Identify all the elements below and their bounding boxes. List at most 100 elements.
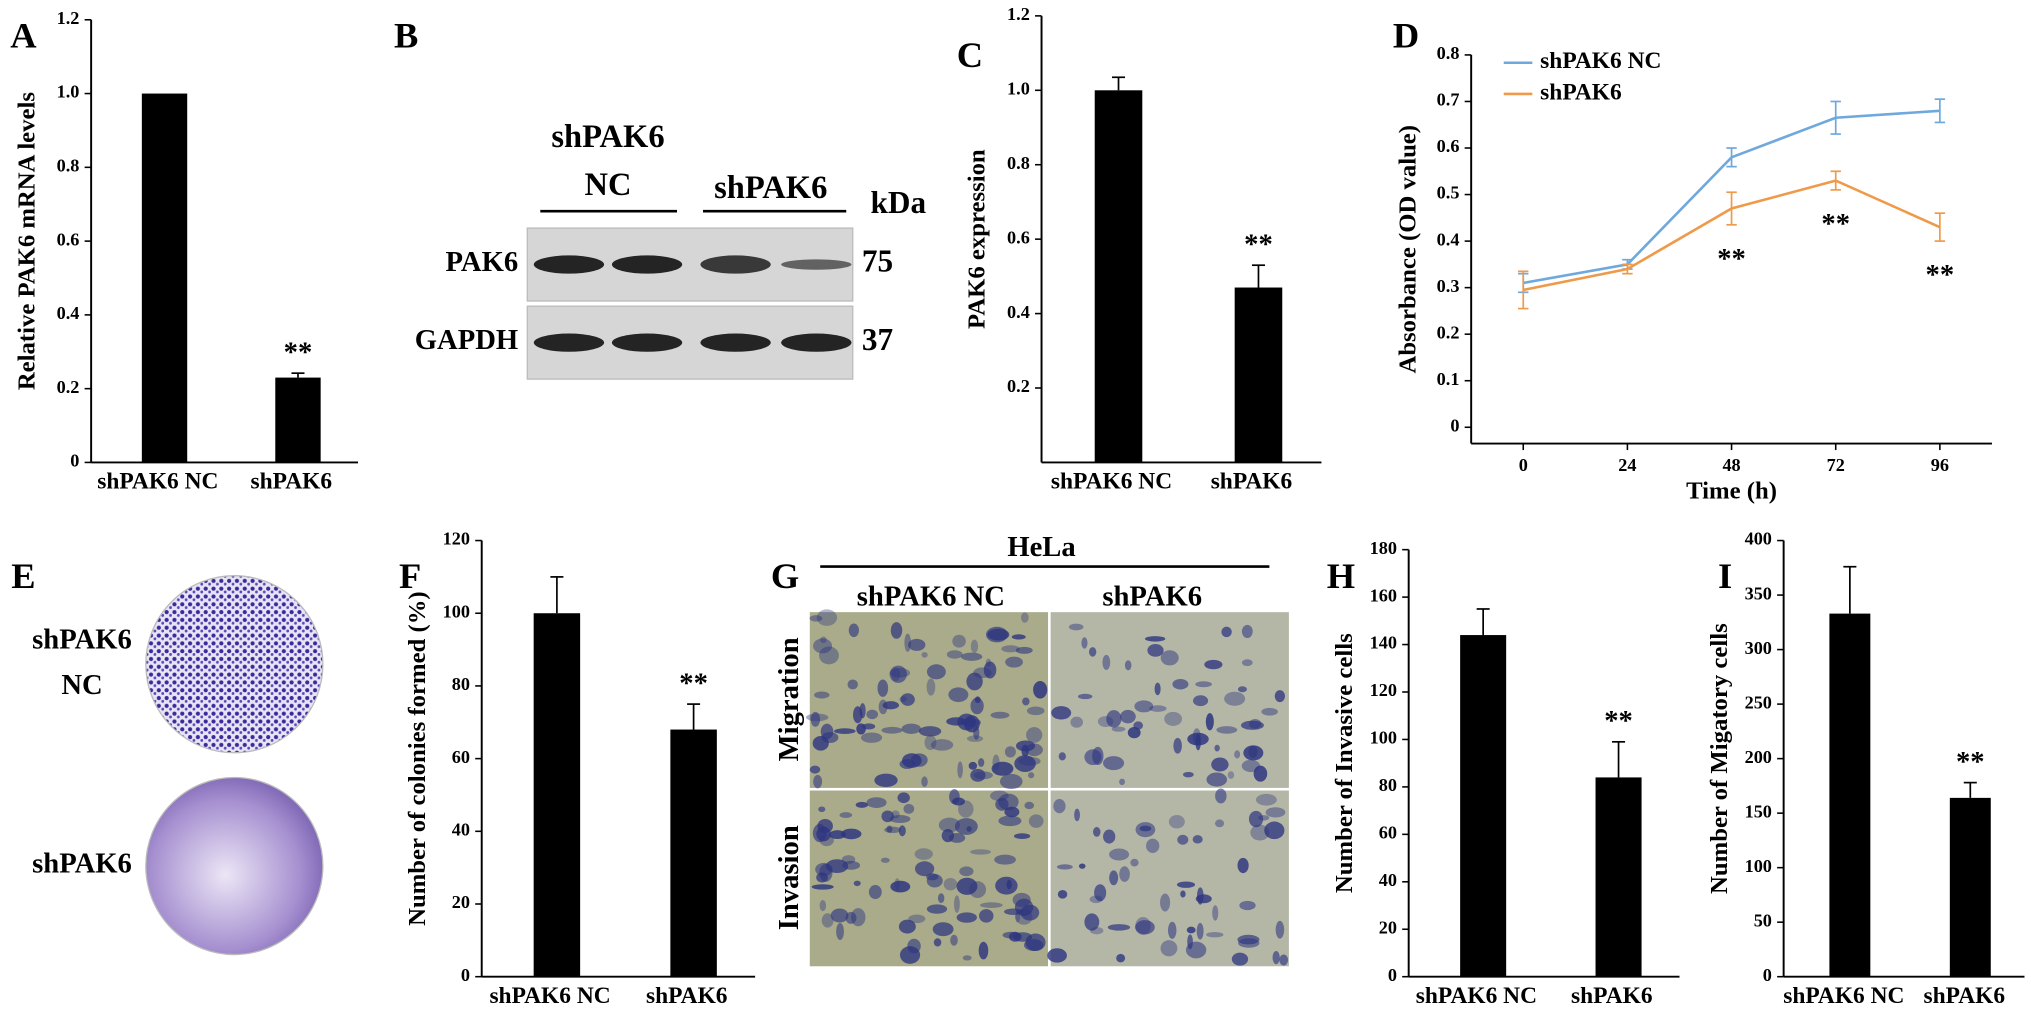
cell-stain xyxy=(1160,650,1179,666)
cell-stain xyxy=(1240,720,1264,730)
significance: ** xyxy=(679,667,708,699)
cell-stain xyxy=(983,661,997,679)
cell-stain xyxy=(820,636,827,644)
bar xyxy=(1595,777,1642,977)
cell-stain xyxy=(881,726,903,734)
cell-stain xyxy=(970,639,979,654)
cell-stain xyxy=(970,849,991,855)
y-tick-label: 150 xyxy=(1745,801,1772,821)
y-tick-label: 80 xyxy=(452,674,470,694)
cell-stain xyxy=(998,793,1019,811)
cell-stain xyxy=(1024,801,1035,810)
x-tick-label: 96 xyxy=(1931,455,1949,475)
x-tick-label: shPAK6 NC xyxy=(1783,983,1904,1009)
cell-stain xyxy=(950,934,958,946)
cell-stain xyxy=(943,877,958,891)
cell-stain xyxy=(999,773,1023,790)
cell-stain xyxy=(1026,706,1045,716)
group-label: shPAK6 xyxy=(551,119,664,155)
y-tick-label: 20 xyxy=(1379,917,1397,937)
y-tick-label: 1.2 xyxy=(1007,4,1030,24)
cell-stain xyxy=(1022,697,1030,706)
bar xyxy=(1094,90,1143,463)
cell-stain xyxy=(966,672,983,691)
cell-stain xyxy=(1135,822,1156,838)
cell-stain xyxy=(1011,634,1026,640)
y-tick-label: 120 xyxy=(443,529,470,549)
cell-stain xyxy=(1056,864,1073,870)
cell-stain xyxy=(1180,890,1186,898)
cell-stain xyxy=(830,908,849,923)
cell-stain xyxy=(1176,881,1196,888)
cell-stain xyxy=(809,615,823,622)
cell-stain xyxy=(1024,939,1044,952)
cell-stain xyxy=(1237,686,1247,693)
cell-stain xyxy=(952,797,965,806)
cell-stain xyxy=(1001,645,1020,653)
x-tick-label: shPAK6 xyxy=(1571,983,1653,1009)
cell-stain xyxy=(1074,808,1080,822)
cell-stain xyxy=(814,691,830,699)
x-tick-label: shPAK6 xyxy=(1923,983,2005,1009)
cell-stain xyxy=(1205,713,1214,731)
cell-stain xyxy=(980,902,1003,908)
bar xyxy=(275,377,321,463)
x-tick-label: 0 xyxy=(1519,455,1528,475)
cell-stain xyxy=(860,732,883,743)
cell-stain xyxy=(1215,788,1227,804)
blot-band xyxy=(611,255,683,274)
cell-stain xyxy=(926,873,943,888)
cell-stain xyxy=(1135,920,1155,935)
cell-stain xyxy=(908,914,926,924)
y-tick-label: 0.8 xyxy=(57,156,80,176)
y-tick-label: 0.4 xyxy=(57,303,80,323)
group-label: NC xyxy=(584,167,631,203)
cell-stain xyxy=(957,713,976,731)
x-tick-label: shPAK6 NC xyxy=(97,469,218,495)
cell-stain xyxy=(1172,678,1189,690)
y-tick-label: 60 xyxy=(1379,823,1397,843)
cell-stain xyxy=(932,922,954,937)
cell-stain xyxy=(810,711,821,727)
cell-stain xyxy=(1134,700,1154,713)
significance: ** xyxy=(1926,259,1955,291)
cell-stain xyxy=(903,803,915,814)
panel-label: I xyxy=(1718,556,1732,596)
cell-stain xyxy=(995,876,1018,895)
cell-stain xyxy=(926,904,948,914)
y-tick-label: 80 xyxy=(1379,775,1397,795)
cell-stain xyxy=(926,664,946,680)
cell-stain xyxy=(881,810,894,823)
cell-stain xyxy=(1265,807,1286,818)
panel-label: H xyxy=(1327,556,1355,596)
x-tick-label: shPAK6 xyxy=(1211,469,1293,495)
cell-stain xyxy=(1081,637,1088,649)
panel-label: D xyxy=(1393,16,1419,56)
cell-stain xyxy=(811,884,834,890)
x-tick-label: 24 xyxy=(1618,455,1636,475)
cell-stain xyxy=(1058,752,1066,761)
blot-band xyxy=(781,259,852,270)
cell-stain xyxy=(821,913,834,928)
y-tick-label: 0.2 xyxy=(1007,376,1030,396)
cell-stain xyxy=(1130,858,1139,867)
cell-stain xyxy=(1224,691,1246,706)
significance: ** xyxy=(1604,705,1633,737)
cell-stain xyxy=(1089,895,1103,904)
unit-label: kDa xyxy=(871,185,927,220)
cell-stain xyxy=(1206,772,1228,787)
cell-stain xyxy=(855,801,869,808)
cell-stain xyxy=(1103,756,1125,771)
cell-stain xyxy=(1021,612,1029,623)
panel-label: C xyxy=(957,35,983,75)
cell-stain xyxy=(891,667,901,682)
cell-stain xyxy=(1020,904,1040,921)
cell-stain xyxy=(1216,726,1238,734)
y-tick-label: 60 xyxy=(452,747,470,767)
x-tick-label: shPAK6 NC xyxy=(1416,983,1537,1009)
cell-stain xyxy=(1231,952,1249,966)
legend-label: shPAK6 NC xyxy=(1540,48,1661,74)
y-tick-label: 0.6 xyxy=(57,229,80,249)
bar xyxy=(1829,613,1871,977)
cell-stain xyxy=(1133,721,1144,730)
